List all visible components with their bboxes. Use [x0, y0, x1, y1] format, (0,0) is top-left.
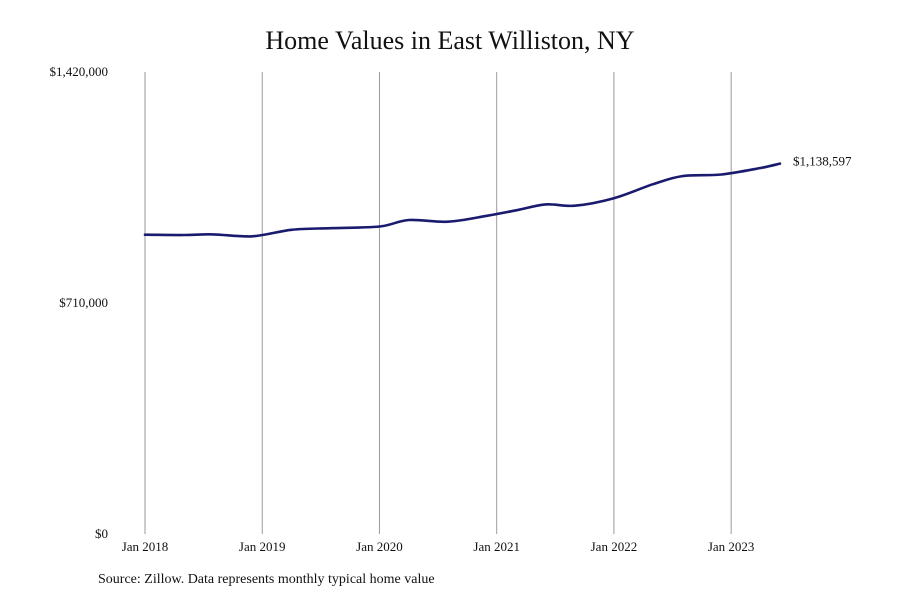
chart-title: Home Values in East Williston, NY	[265, 26, 635, 55]
x-axis-ticks: Jan 2018 Jan 2019 Jan 2020 Jan 2021 Jan 2022…	[122, 539, 755, 554]
x-tick-label: Jan 2018	[122, 539, 169, 554]
y-tick-label: $1,420,000	[50, 64, 109, 79]
data-series	[143, 162, 782, 238]
y-tick-label: $0	[95, 526, 108, 541]
x-tick-label: Jan 2022	[591, 539, 638, 554]
x-tick-label: Jan 2023	[708, 539, 755, 554]
x-tick-label: Jan 2021	[473, 539, 520, 554]
grid-lines	[144, 72, 732, 534]
home-value-line	[143, 162, 782, 238]
x-tick-label: Jan 2019	[239, 539, 286, 554]
y-tick-label: $710,000	[59, 295, 108, 310]
data-labels: $1,138,597	[793, 154, 852, 169]
source-note: Source: Zillow. Data represents monthly …	[98, 572, 435, 587]
end-value-label: $1,138,597	[793, 154, 852, 169]
x-tick-label: Jan 2020	[356, 539, 403, 554]
y-axis-ticks: $0 $710,000 $1,420,000	[50, 64, 109, 541]
